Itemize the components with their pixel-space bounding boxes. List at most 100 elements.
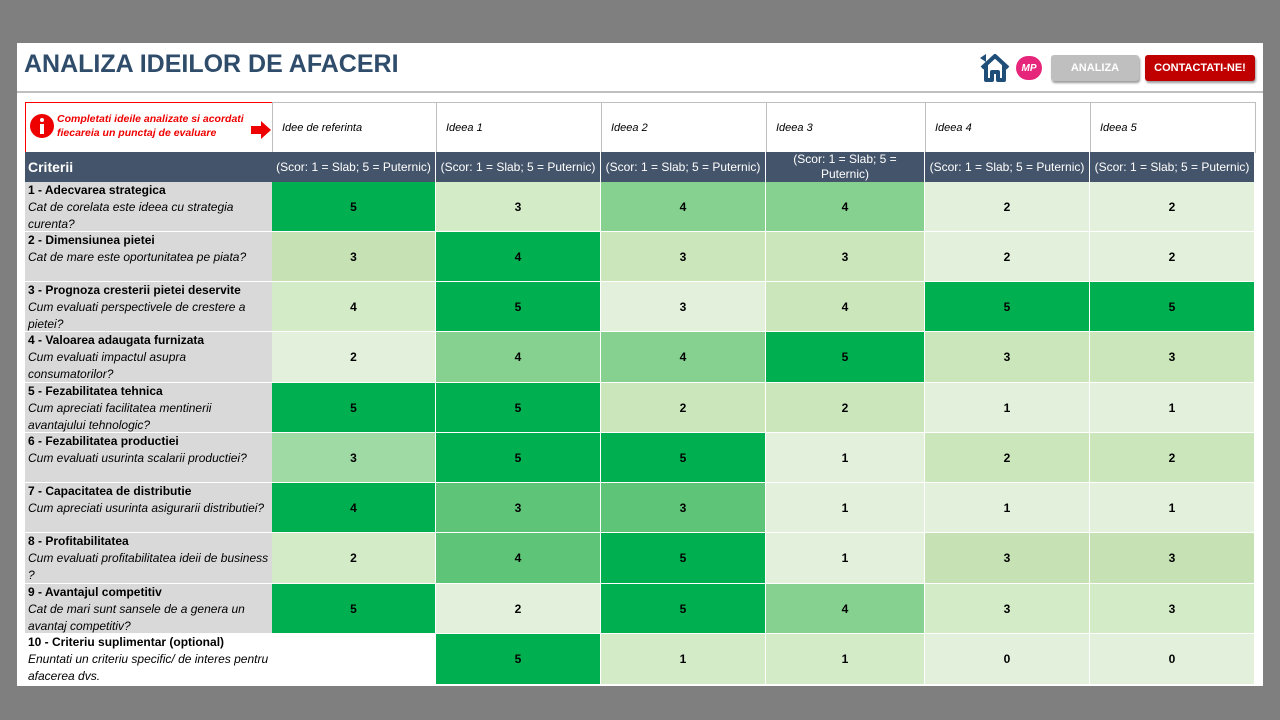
criterion-question: Cum evaluati impactul asupra consumatori… bbox=[28, 350, 187, 381]
score-cell: 5 bbox=[601, 433, 766, 483]
column-header: Ideea 1 bbox=[436, 102, 602, 153]
criterion: 6 - Fezabilitatea productiei Cum evaluati… bbox=[25, 433, 272, 483]
score-cell: 2 bbox=[601, 383, 766, 433]
score-cell: 3 bbox=[1090, 332, 1255, 383]
scale-label: (Scor: 1 = Slab; 5 = Puternic) bbox=[436, 152, 601, 182]
scale-label: (Scor: 1 = Slab; 5 = Puternic) bbox=[925, 152, 1090, 182]
score-cell: 4 bbox=[436, 533, 601, 584]
criterion-title: 3 - Prognoza cresterii pietei deservite bbox=[28, 283, 241, 297]
score-cell: 3 bbox=[925, 533, 1090, 584]
score-cell: 3 bbox=[925, 584, 1090, 634]
score-cell: 3 bbox=[766, 232, 925, 282]
score-cell: 3 bbox=[436, 483, 601, 533]
criterion: 4 - Valoarea adaugata furnizata Cum evalu… bbox=[25, 332, 272, 383]
score-cell: 2 bbox=[1090, 182, 1255, 232]
criterion-title: 1 - Adecvarea strategica bbox=[28, 183, 166, 197]
score-cell: 0 bbox=[925, 634, 1090, 685]
score-cell: 5 bbox=[436, 383, 601, 433]
scale-label: (Scor: 1 = Slab; 5 = Puternic) bbox=[601, 152, 766, 182]
score-cell: 2 bbox=[925, 232, 1090, 282]
score-cell: 5 bbox=[436, 282, 601, 332]
column-header: Ideea 3 bbox=[766, 102, 926, 153]
score-cell: 1 bbox=[601, 634, 766, 685]
score-cell: 2 bbox=[925, 433, 1090, 483]
analiza-button[interactable]: ANALIZA bbox=[1051, 55, 1139, 81]
criterion: 8 - Profitabilitatea Cum evaluati profita… bbox=[25, 533, 272, 584]
score-cell: 2 bbox=[766, 383, 925, 433]
score-cell: 5 bbox=[272, 584, 436, 634]
score-cell: 5 bbox=[436, 634, 601, 685]
score-cell: 5 bbox=[601, 584, 766, 634]
criterion-question: Cum apreciati facilitatea mentinerii ava… bbox=[28, 401, 212, 432]
column-header: Ideea 5 bbox=[1090, 102, 1256, 153]
criterion-title: 6 - Fezabilitatea productiei bbox=[28, 434, 179, 448]
header-rule bbox=[17, 91, 1263, 93]
score-cell: 4 bbox=[601, 332, 766, 383]
scale-label: (Scor: 1 = Slab; 5 = Puternic) bbox=[766, 152, 925, 182]
logo[interactable]: MP bbox=[1016, 56, 1042, 80]
score-cell: 4 bbox=[436, 332, 601, 383]
scale-label: (Scor: 1 = Slab; 5 = Puternic) bbox=[272, 152, 436, 182]
score-cell: 2 bbox=[925, 182, 1090, 232]
score-cell: 1 bbox=[766, 533, 925, 584]
page-title: ANALIZA IDEILOR DE AFACERI bbox=[24, 50, 399, 78]
criterion: 9 - Avantajul competitiv Cat de mari sunt… bbox=[25, 584, 272, 634]
score-cell: 3 bbox=[272, 232, 436, 282]
score-cell: 5 bbox=[925, 282, 1090, 332]
score-cell: 4 bbox=[766, 282, 925, 332]
score-cell: 3 bbox=[436, 182, 601, 232]
score-cell: 4 bbox=[601, 182, 766, 232]
scale-label: (Scor: 1 = Slab; 5 = Puternic) bbox=[1090, 152, 1255, 182]
criterion-question: Cum apreciati usurinta asigurarii distri… bbox=[28, 501, 265, 515]
criterion: 1 - Adecvarea strategica Cat de corelata … bbox=[25, 182, 272, 232]
score-cell bbox=[272, 634, 436, 685]
score-cell: 2 bbox=[436, 584, 601, 634]
score-cell: 4 bbox=[272, 282, 436, 332]
criterion-question: Cat de mare este oportunitatea pe piata? bbox=[28, 250, 247, 264]
column-header: Ideea 2 bbox=[601, 102, 767, 153]
score-cell: 5 bbox=[1090, 282, 1255, 332]
score-cell: 3 bbox=[601, 282, 766, 332]
score-cell: 1 bbox=[925, 383, 1090, 433]
score-cell: 1 bbox=[925, 483, 1090, 533]
score-cell: 5 bbox=[436, 433, 601, 483]
score-cell: 2 bbox=[272, 533, 436, 584]
score-cell: 1 bbox=[1090, 483, 1255, 533]
score-cell: 1 bbox=[766, 634, 925, 685]
score-cell: 3 bbox=[601, 232, 766, 282]
criterion-question: Cum evaluati profitabilitatea ideii de b… bbox=[28, 551, 269, 582]
score-cell: 4 bbox=[766, 182, 925, 232]
column-header: Ideea 4 bbox=[925, 102, 1091, 153]
note-text: Completati ideile analizate si acordati … bbox=[57, 113, 244, 139]
criterion: 3 - Prognoza cresterii pietei deservite C… bbox=[25, 282, 272, 332]
criterion-title: 8 - Profitabilitatea bbox=[28, 534, 129, 548]
criterion-question: Cum evaluati perspectivele de crestere a… bbox=[28, 300, 246, 331]
score-cell: 3 bbox=[601, 483, 766, 533]
score-cell: 0 bbox=[1090, 634, 1255, 685]
criterion-title: 10 - Criteriu suplimentar (optional) bbox=[28, 635, 225, 649]
criterion-question: Cat de corelata este ideea cu strategia … bbox=[28, 200, 234, 231]
criterion: 5 - Fezabilitatea tehnica Cum apreciati f… bbox=[25, 383, 272, 433]
criterion-question: Cat de mari sunt sansele de a genera un … bbox=[28, 602, 245, 633]
criteria-header: Criterii bbox=[25, 152, 273, 182]
score-cell: 5 bbox=[766, 332, 925, 383]
criterion: 10 - Criteriu suplimentar (optional) Enun… bbox=[25, 634, 272, 685]
criterion-title: 4 - Valoarea adaugata furnizata bbox=[28, 333, 205, 347]
home-icon[interactable] bbox=[978, 52, 1012, 82]
score-cell: 4 bbox=[766, 584, 925, 634]
score-cell: 2 bbox=[1090, 433, 1255, 483]
criterion-title: 5 - Fezabilitatea tehnica bbox=[28, 384, 163, 398]
score-cell: 5 bbox=[272, 182, 436, 232]
info-icon bbox=[30, 114, 54, 138]
score-cell: 2 bbox=[1090, 232, 1255, 282]
score-cell: 3 bbox=[1090, 533, 1255, 584]
criterion-question: Cum evaluati usurinta scalarii productie… bbox=[28, 451, 247, 465]
criterion-question: Enuntati un criteriu specific/ de intere… bbox=[28, 652, 269, 683]
score-cell: 3 bbox=[272, 433, 436, 483]
note-arrow bbox=[251, 121, 271, 139]
score-cell: 3 bbox=[1090, 584, 1255, 634]
score-cell: 1 bbox=[1090, 383, 1255, 433]
score-cell: 4 bbox=[272, 483, 436, 533]
contact-button[interactable]: CONTACTATI-NE! bbox=[1145, 55, 1255, 81]
